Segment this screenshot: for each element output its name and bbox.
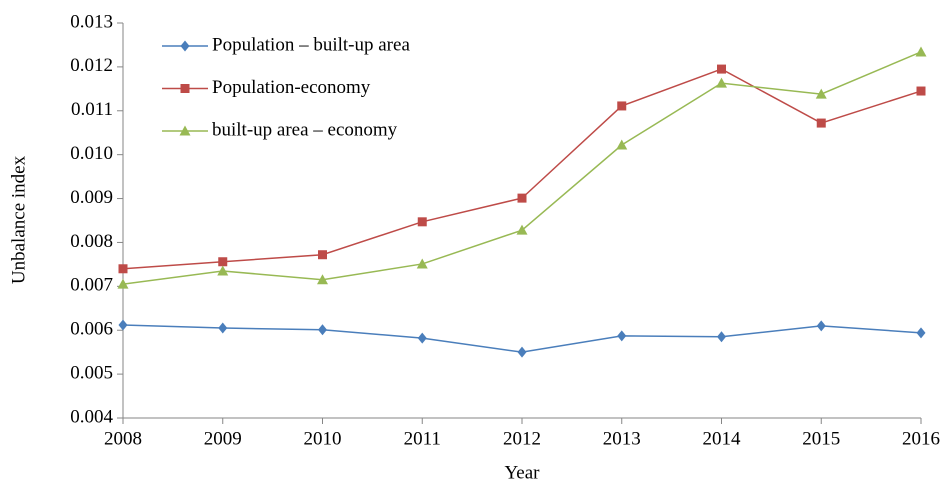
data-point: [117, 278, 129, 289]
data-point: [816, 118, 826, 128]
data-point: [617, 330, 627, 342]
data-point: [916, 327, 926, 339]
data-point: [318, 250, 327, 260]
x-tick-label: 2012: [503, 428, 541, 449]
y-tick-label: 0.012: [70, 55, 113, 76]
data-point: [317, 274, 328, 285]
legend-marker: [180, 40, 190, 52]
data-point: [616, 139, 628, 150]
data-point: [218, 257, 228, 267]
data-point: [617, 101, 627, 111]
x-tick-label: 2009: [204, 428, 242, 449]
data-point: [118, 264, 128, 274]
data-point: [218, 322, 228, 334]
x-tick-label: 2015: [802, 428, 840, 449]
legend-marker: [179, 125, 191, 136]
data-point: [816, 320, 826, 332]
data-point: [416, 258, 428, 269]
y-tick-label: 0.010: [70, 143, 113, 164]
x-tick-label: 2011: [404, 428, 441, 449]
y-tick-label: 0.011: [71, 99, 113, 120]
x-tick-label: 2010: [304, 428, 342, 449]
legend-marker: [180, 84, 190, 93]
data-point: [118, 319, 128, 331]
x-axis-label: Year: [504, 462, 540, 483]
data-point: [717, 64, 726, 74]
data-point: [916, 86, 926, 96]
data-point: [217, 265, 229, 276]
data-point: [517, 193, 527, 203]
data-point: [417, 217, 427, 227]
x-tick-label: 2014: [703, 428, 742, 449]
series-line: [122, 68, 922, 270]
data-point: [717, 331, 726, 343]
y-tick-label: 0.013: [70, 11, 113, 32]
x-tick-label: 2008: [104, 428, 142, 449]
data-point: [516, 224, 528, 235]
y-axis-label: Unbalance index: [8, 155, 29, 284]
y-tick-label: 0.008: [70, 231, 113, 252]
x-tick-label: 2016: [902, 428, 940, 449]
data-point: [318, 324, 327, 336]
data-point: [716, 77, 727, 88]
data-point: [517, 346, 527, 358]
data-point: [417, 332, 427, 344]
y-tick-label: 0.009: [70, 187, 113, 208]
legend-label: built-up area – economy: [212, 119, 398, 140]
y-tick-label: 0.004: [70, 406, 113, 427]
data-point: [915, 46, 927, 57]
data-point: [815, 88, 827, 99]
x-tick-label: 2013: [603, 428, 641, 449]
y-tick-label: 0.005: [70, 362, 113, 383]
legend-label: Population – built-up area: [212, 34, 410, 55]
y-tick-label: 0.007: [70, 275, 113, 296]
y-tick-label: 0.006: [70, 319, 113, 340]
legend-label: Population-economy: [212, 77, 371, 98]
